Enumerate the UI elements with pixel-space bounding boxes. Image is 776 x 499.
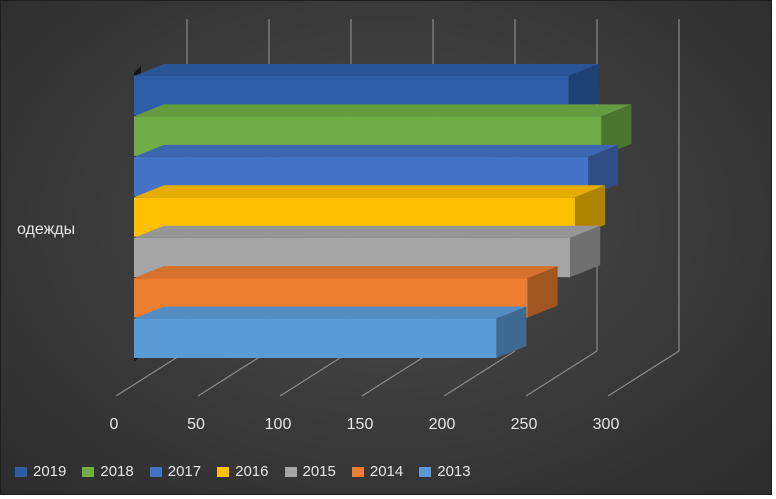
bar-side-2013 (496, 306, 527, 358)
legend-item: 2013 (419, 463, 471, 480)
legend-swatch (149, 466, 162, 477)
bar-top-2013 (134, 306, 527, 319)
legend-swatch (419, 466, 432, 477)
x-tick-label: 100 (265, 416, 292, 433)
floor-gridline (361, 350, 434, 397)
legend-label: 2013 (437, 463, 471, 480)
x-tick-label: 0 (110, 416, 119, 433)
bar-top-2017 (134, 144, 619, 157)
legend-item: 2018 (82, 463, 134, 480)
x-tick-label: 50 (187, 416, 205, 433)
legend-label: 2017 (167, 463, 202, 480)
bar-side-2017 (588, 144, 619, 197)
x-tick-label: 300 (593, 416, 620, 433)
bar-side-2015 (570, 225, 601, 278)
x-tick-label: 150 (347, 416, 374, 433)
legend-item: 2014 (351, 463, 404, 480)
legend-label: 2015 (302, 463, 336, 480)
bar-top-2014 (134, 266, 558, 279)
legend-label: 2018 (100, 463, 134, 480)
legend-item: 2016 (217, 463, 269, 480)
floor-gridline (279, 350, 352, 397)
legend-item: 2015 (284, 463, 336, 480)
bar-side-2019 (568, 64, 599, 116)
legend-label: 2016 (235, 463, 269, 480)
floor-gridline (115, 350, 188, 397)
floor-gridline (443, 350, 516, 397)
bar-side-2016 (575, 185, 606, 237)
bar-top-2015 (134, 225, 601, 238)
floor-gridline (197, 350, 270, 397)
legend-swatch (284, 466, 297, 477)
legend-label: 2014 (369, 463, 404, 480)
x-tick-label: 200 (429, 416, 456, 433)
bar-side-2018 (601, 104, 632, 156)
x-tick-label: 250 (511, 416, 538, 433)
floor-gridline (525, 350, 598, 397)
legend-item: 2019 (15, 463, 66, 480)
floor-gridline (607, 350, 680, 397)
legend-swatch (15, 466, 27, 477)
chart-legend: 2019 2018 2017 2016 2015 2014 2013 (15, 463, 471, 480)
bar-top-2019 (134, 64, 599, 76)
bar-top-2016 (134, 185, 606, 198)
bar-2013 (134, 318, 497, 358)
legend-swatch (351, 466, 364, 477)
legend-swatch (217, 466, 230, 477)
legend-label: 2019 (33, 463, 67, 480)
legend-swatch (82, 466, 95, 477)
legend-item: 2017 (149, 463, 202, 480)
bar-top-2018 (134, 104, 632, 117)
category-label: одежды (17, 221, 75, 238)
bar-side-2014 (527, 266, 558, 318)
